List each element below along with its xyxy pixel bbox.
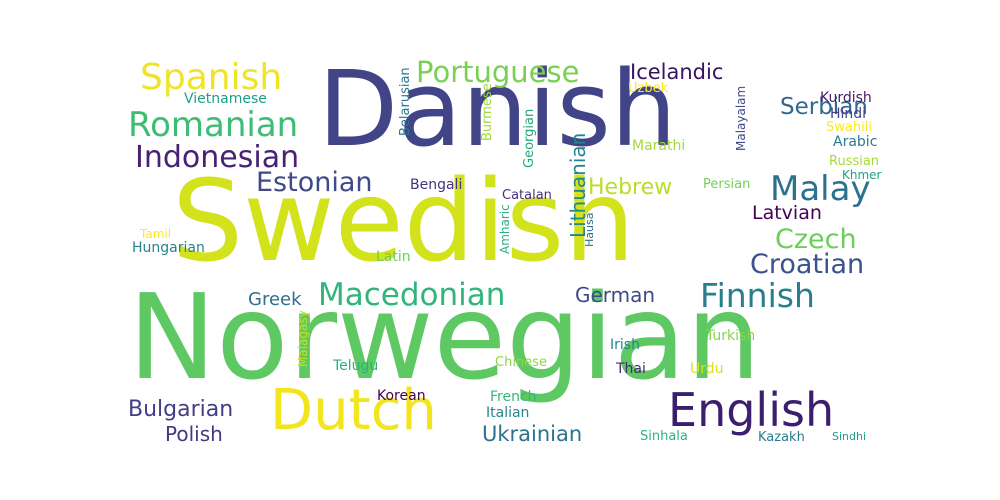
word-greek: Greek	[248, 289, 302, 310]
word-serbian: Serbian	[780, 94, 868, 120]
word-spanish: Spanish	[140, 57, 283, 98]
word-polish: Polish	[165, 422, 223, 446]
word-french: French	[490, 389, 537, 405]
word-belarusian: Belarusian	[398, 67, 413, 136]
word-danish: Danish	[318, 48, 677, 170]
word-arabic: Arabic	[833, 134, 878, 150]
word-tamil: Tamil	[140, 227, 172, 241]
word-italian: Italian	[486, 405, 530, 421]
word-khmer: Khmer	[842, 168, 882, 182]
word-bulgarian: Bulgarian	[128, 397, 234, 422]
word-hebrew: Hebrew	[588, 175, 673, 200]
word-indonesian: Indonesian	[135, 140, 300, 175]
word-romanian: Romanian	[128, 105, 299, 145]
word-korean: Korean	[377, 388, 426, 404]
word-estonian: Estonian	[256, 167, 373, 198]
word-english: English	[668, 383, 835, 437]
word-malayalam: Malayalam	[734, 86, 748, 152]
word-malagasy: Malagasy	[296, 310, 310, 367]
word-vietnamese: Vietnamese	[184, 91, 267, 107]
word-chinese: Chinese	[495, 355, 547, 370]
word-macedonian: Macedonian	[318, 277, 506, 313]
word-hausa: Hausa	[583, 213, 596, 248]
word-sinhala: Sinhala	[640, 429, 688, 444]
word-portuguese: Portuguese	[416, 55, 580, 89]
word-swahili: Swahili	[826, 120, 872, 135]
word-amharic: Amharic	[498, 204, 512, 254]
word-hungarian: Hungarian	[132, 240, 205, 256]
word-dutch: Dutch	[270, 378, 437, 443]
word-czech: Czech	[775, 224, 857, 255]
word-icelandic: Icelandic	[630, 60, 724, 84]
word-kazakh: Kazakh	[758, 430, 805, 445]
word-hindi: Hindi	[830, 106, 867, 122]
word-urdu: Urdu	[690, 361, 724, 377]
word-swedish: Swedish	[172, 157, 636, 287]
word-catalan: Catalan	[502, 188, 552, 203]
word-thai: Thai	[616, 361, 646, 377]
word-persian: Persian	[703, 177, 751, 192]
word-latin: Latin	[376, 249, 411, 265]
word-burmese: Burmese	[480, 83, 495, 141]
word-german: German	[575, 283, 656, 307]
word-bengali: Bengali	[410, 177, 463, 193]
word-croatian: Croatian	[750, 249, 865, 280]
word-norwegian: Norwegian	[128, 268, 761, 406]
word-telugu: Telugu	[333, 358, 379, 374]
word-georgian: Georgian	[522, 109, 537, 169]
word-turkish: Turkish	[706, 328, 756, 344]
word-uzbek: Uzbek	[628, 81, 669, 96]
word-russian: Russian	[829, 154, 880, 169]
word-marathi: Marathi	[632, 138, 686, 154]
word-finnish: Finnish	[700, 276, 815, 315]
word-kurdish: Kurdish	[820, 90, 872, 106]
word-ukrainian: Ukrainian	[482, 422, 583, 446]
word-latvian: Latvian	[752, 202, 822, 224]
word-sindhi: Sindhi	[832, 430, 867, 443]
word-irish: Irish	[610, 337, 640, 353]
word-malay: Malay	[770, 169, 871, 209]
